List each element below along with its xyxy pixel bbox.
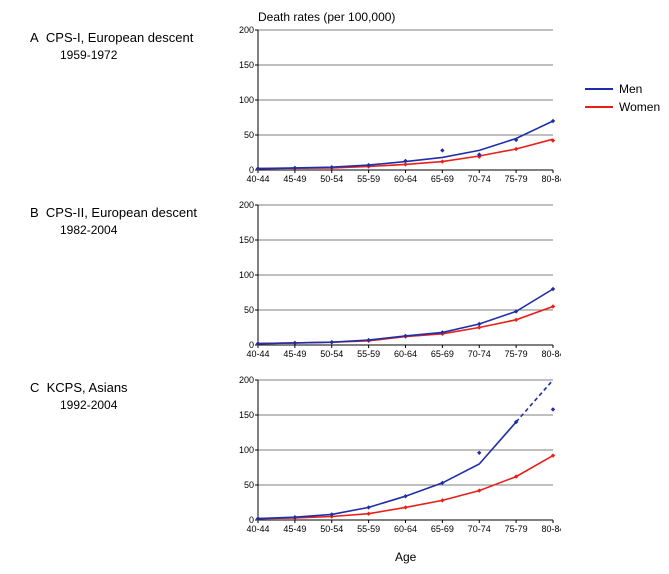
svg-text:45-49: 45-49 [283, 524, 306, 534]
y-axis-title: Death rates (per 100,000) [258, 10, 395, 24]
svg-text:40-44: 40-44 [246, 524, 269, 534]
svg-text:45-49: 45-49 [283, 174, 306, 184]
svg-text:70-74: 70-74 [468, 349, 491, 359]
svg-text:60-64: 60-64 [394, 524, 417, 534]
legend: Men Women [585, 80, 660, 116]
svg-text:55-59: 55-59 [357, 174, 380, 184]
panel-c-subtitle: 1992-2004 [60, 398, 117, 412]
svg-text:50-54: 50-54 [320, 349, 343, 359]
panel-title-text: CPS-I, European descent [46, 30, 193, 45]
svg-text:200: 200 [239, 25, 254, 35]
svg-text:60-64: 60-64 [394, 174, 417, 184]
svg-text:75-79: 75-79 [505, 349, 528, 359]
svg-text:50: 50 [244, 305, 254, 315]
panel-title-text: CPS-II, European descent [46, 205, 197, 220]
legend-swatch [585, 106, 613, 108]
panel-b-title: B CPS-II, European descent [30, 205, 197, 220]
svg-text:200: 200 [239, 375, 254, 385]
svg-text:100: 100 [239, 270, 254, 280]
svg-text:65-69: 65-69 [431, 174, 454, 184]
legend-item-women: Women [585, 98, 660, 116]
panel-letter: B [30, 205, 39, 220]
legend-item-men: Men [585, 80, 660, 98]
x-axis-title: Age [395, 550, 416, 564]
panel-letter: A [30, 30, 39, 45]
svg-text:65-69: 65-69 [431, 349, 454, 359]
svg-text:70-74: 70-74 [468, 524, 491, 534]
svg-text:40-44: 40-44 [246, 349, 269, 359]
chart-b: 05010015020040-4445-4950-5455-5960-6465-… [228, 199, 561, 369]
svg-text:55-59: 55-59 [357, 349, 380, 359]
svg-text:200: 200 [239, 200, 254, 210]
svg-text:45-49: 45-49 [283, 349, 306, 359]
svg-text:80-84: 80-84 [541, 524, 561, 534]
svg-text:80-84: 80-84 [541, 174, 561, 184]
panel-a-subtitle: 1959-1972 [60, 48, 117, 62]
legend-label: Men [619, 82, 642, 96]
svg-text:65-69: 65-69 [431, 524, 454, 534]
svg-text:50-54: 50-54 [320, 174, 343, 184]
svg-text:50: 50 [244, 480, 254, 490]
svg-text:55-59: 55-59 [357, 524, 380, 534]
svg-text:70-74: 70-74 [468, 174, 491, 184]
svg-text:150: 150 [239, 235, 254, 245]
svg-text:50: 50 [244, 130, 254, 140]
panel-title-text: KCPS, Asians [47, 380, 128, 395]
panel-letter: C [30, 380, 39, 395]
svg-text:75-79: 75-79 [505, 524, 528, 534]
svg-text:60-64: 60-64 [394, 349, 417, 359]
svg-text:50-54: 50-54 [320, 524, 343, 534]
chart-a: 05010015020040-4445-4950-5455-5960-6465-… [228, 24, 561, 194]
svg-text:40-44: 40-44 [246, 174, 269, 184]
legend-swatch [585, 88, 613, 90]
chart-c: 05010015020040-4445-4950-5455-5960-6465-… [228, 374, 561, 544]
panel-c-title: C KCPS, Asians [30, 380, 128, 395]
figure: Death rates (per 100,000) A CPS-I, Europ… [10, 10, 659, 564]
svg-text:100: 100 [239, 95, 254, 105]
legend-label: Women [619, 100, 660, 114]
svg-text:150: 150 [239, 410, 254, 420]
panel-b-subtitle: 1982-2004 [60, 223, 117, 237]
svg-text:75-79: 75-79 [505, 174, 528, 184]
svg-text:100: 100 [239, 445, 254, 455]
svg-text:80-84: 80-84 [541, 349, 561, 359]
panel-a-title: A CPS-I, European descent [30, 30, 193, 45]
svg-text:150: 150 [239, 60, 254, 70]
